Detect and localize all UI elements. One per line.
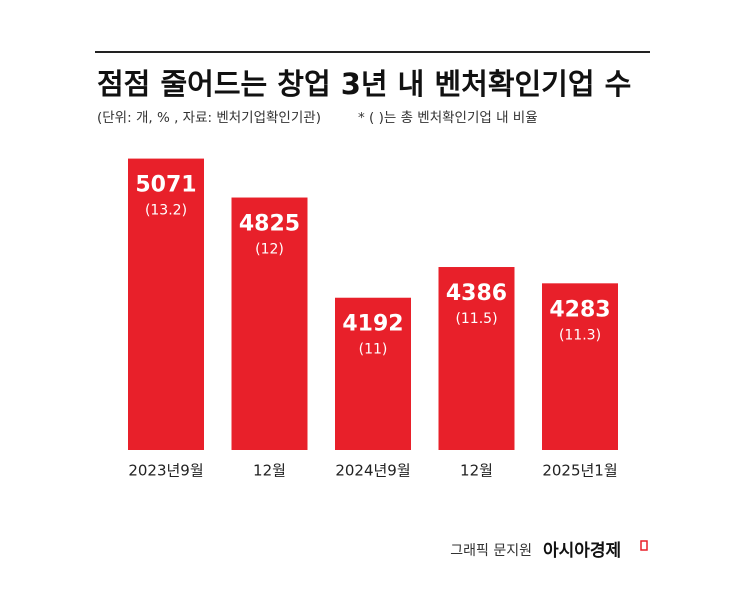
- x-tick-label: 12월: [460, 462, 493, 480]
- bar: [438, 267, 515, 450]
- bar: [128, 158, 204, 450]
- bar: [231, 197, 308, 450]
- x-tick-label: 2025년1월: [542, 462, 617, 480]
- value-label: 4192: [342, 312, 403, 337]
- note: * ( )는 총 벤처확인기업 내 비율: [358, 110, 538, 126]
- bar: [542, 283, 618, 450]
- ratio-label: (11.5): [455, 311, 497, 327]
- x-tick-label: 2023년9월: [128, 462, 203, 480]
- subtitle: (단위: 개, % , 자료: 벤처기업확인기관): [97, 110, 321, 126]
- credit: 그래픽 문지원: [450, 543, 532, 559]
- ratio-label: (11): [359, 342, 388, 358]
- ratio-label: (11.3): [559, 327, 601, 343]
- ratio-label: (12): [255, 242, 284, 258]
- ratio-label: (13.2): [145, 203, 187, 219]
- source-logo: 아시아경제: [543, 541, 621, 561]
- logo-mark: [640, 540, 648, 551]
- value-label: 5071: [135, 173, 196, 198]
- bar: [335, 297, 411, 450]
- value-label: 4386: [446, 281, 507, 306]
- x-tick-label: 2024년9월: [335, 462, 410, 480]
- chart-title: 점점 줄어드는 창업 3년 내 벤처확인기업 수: [97, 67, 631, 101]
- value-label: 4825: [239, 212, 300, 237]
- x-tick-label: 12월: [253, 462, 286, 480]
- value-label: 4283: [549, 297, 610, 322]
